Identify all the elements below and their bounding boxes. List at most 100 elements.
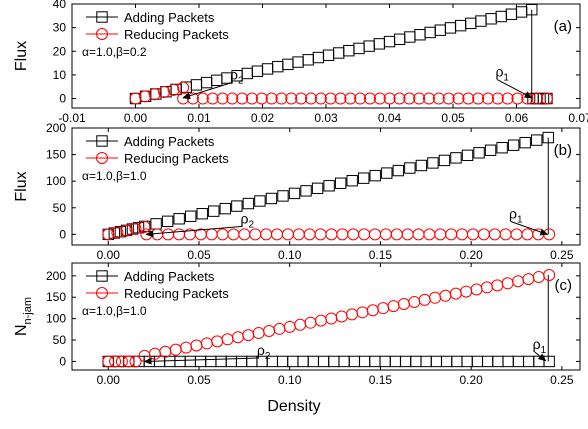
adding-packets-point	[346, 175, 358, 187]
adding-packets-point	[434, 24, 447, 36]
reducing-packets-point	[422, 92, 435, 105]
params-label-a: α=1.0,β=0.2	[82, 45, 147, 59]
reducing-packets-point	[295, 92, 308, 105]
reducing-packets-point	[434, 228, 447, 241]
adding-packets-point	[492, 355, 504, 368]
adding-packets-point	[450, 152, 462, 164]
reducing-packets-point	[393, 92, 406, 105]
adding-packets-point	[363, 40, 375, 52]
reducing-packets-point	[173, 228, 186, 241]
y-axis-label-c: Nn-jam	[13, 297, 34, 336]
adding-packets-point	[261, 63, 274, 75]
reducing-packets-point	[221, 333, 234, 346]
adding-packets-point	[481, 355, 494, 368]
adding-packets-point	[317, 355, 330, 368]
reducing-packets-point	[499, 228, 512, 241]
reducing-packets-point	[456, 228, 469, 241]
adding-packets-point	[307, 355, 320, 368]
legend-a: Adding Packets Reducing Packets	[86, 10, 229, 42]
adding-packets-point	[379, 355, 391, 368]
reducing-packets-point	[249, 228, 262, 241]
x-tick-label: 0.05	[441, 111, 465, 125]
annotation-label-rho2: ρ2	[241, 210, 255, 230]
reducing-packets-point	[335, 310, 348, 323]
adding-packets-point	[543, 355, 555, 368]
adding-packets-point	[174, 355, 186, 368]
adding-packets-point	[454, 19, 467, 32]
adding-packets-point	[194, 355, 207, 368]
panel-label-b: (b)	[554, 142, 572, 159]
reducing-packets-point	[122, 355, 135, 368]
annotation-label-rho1: ρ1	[533, 336, 547, 356]
reducing-packets-point	[138, 220, 151, 233]
reducing-packets-point	[532, 228, 545, 241]
series-adding-a	[129, 3, 553, 105]
reducing-packets-point	[129, 92, 142, 105]
legend-marker-reducing	[96, 152, 108, 164]
y-tick-label: 50	[53, 333, 67, 347]
reducing-packets-point	[159, 345, 172, 358]
adding-packets-point	[461, 355, 473, 368]
adding-packets-point	[369, 169, 381, 182]
adding-packets-point	[251, 65, 264, 77]
adding-packets-point	[410, 355, 422, 368]
x-tick-label: 0.00	[97, 373, 121, 387]
adding-packets-point	[427, 157, 439, 169]
adding-packets-point	[420, 355, 432, 368]
adding-packets-point	[333, 47, 345, 59]
x-tick-label: 0.15	[369, 373, 393, 387]
adding-packets-point	[505, 8, 518, 20]
annotation-arrow-rho1	[534, 351, 547, 362]
adding-packets-point	[507, 139, 520, 151]
reducing-packets-point	[412, 228, 425, 241]
annotation-arrow-rho2	[143, 357, 259, 365]
legend-marker-reducing	[96, 28, 108, 40]
reducing-packets-point	[358, 228, 371, 241]
reducing-packets-point	[480, 281, 493, 294]
reducing-packets-point	[102, 228, 115, 241]
panel-b: 0.00 0.05 0.10 0.15 0.20 0.25 0 50 100 150 200 Flux…	[13, 121, 581, 262]
reducing-packets-point	[169, 343, 182, 356]
adding-packets-point	[392, 164, 405, 177]
series-adding-c	[102, 355, 555, 368]
legend-marker-adding	[96, 270, 108, 282]
reducing-packets-point	[294, 318, 307, 331]
reducing-packets-point	[491, 279, 504, 292]
x-tick-label: 0.03	[314, 111, 338, 125]
reducing-packets-point	[373, 92, 386, 105]
adding-packets-point	[473, 147, 485, 159]
adding-packets-point	[150, 218, 162, 230]
x-tick-label: 0.10	[278, 373, 302, 387]
reducing-packets-point	[445, 228, 458, 241]
adding-packets-point	[399, 355, 412, 368]
reducing-packets-point	[531, 92, 544, 105]
reducing-packets-point	[432, 92, 445, 105]
adding-packets-point	[272, 60, 284, 73]
adding-packets-point	[404, 31, 416, 43]
reducing-packets-point	[347, 228, 360, 241]
x-tick-label: -0.01	[58, 111, 86, 125]
reducing-packets-point	[205, 228, 218, 241]
adding-packets-point	[438, 154, 451, 167]
plot-frame-b	[71, 127, 581, 246]
adding-packets-point	[393, 33, 406, 45]
adding-packets-point	[170, 83, 182, 96]
y-tick-label: 30	[53, 21, 67, 35]
reducing-packets-point	[363, 92, 376, 105]
adding-packets-point	[235, 355, 248, 368]
adding-packets-point	[208, 205, 220, 217]
reducing-packets-point	[226, 92, 239, 105]
reducing-packets-point	[366, 304, 379, 317]
adding-packets-point	[381, 167, 393, 179]
reducing-packets-point	[481, 92, 494, 105]
adding-packets-point	[502, 355, 514, 368]
y-tick-label: 100	[46, 312, 66, 326]
annotation-arrow-rho2	[182, 81, 233, 100]
adding-packets-point	[312, 51, 325, 64]
adding-packets-point	[461, 149, 474, 162]
reducing-packets-point	[477, 228, 490, 241]
reducing-packets-point	[379, 228, 392, 241]
reducing-packets-point	[314, 314, 327, 327]
panel-c: 0.00 0.05 0.10 0.15 0.20 0.25 0 50 100 150 200 Nn-j…	[13, 262, 581, 387]
reducing-packets-point	[216, 92, 229, 105]
